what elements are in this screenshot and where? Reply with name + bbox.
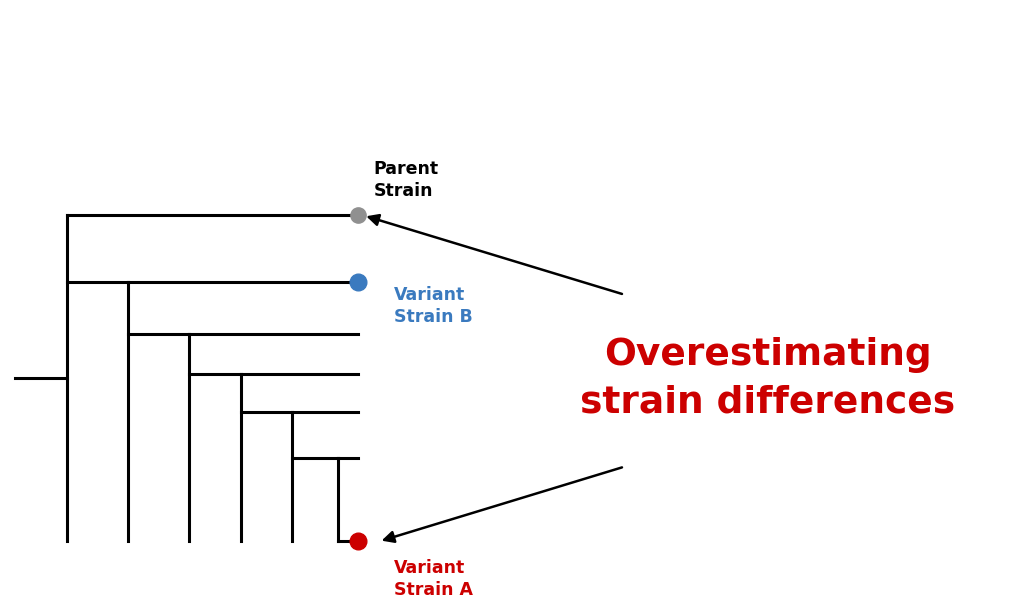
Text: Constructing Phylogenetic Trees: Constructing Phylogenetic Trees [104,26,920,70]
Text: Overestimating
strain differences: Overestimating strain differences [581,337,955,420]
Text: Variant
Strain A: Variant Strain A [394,559,473,599]
Text: Variant
Strain B: Variant Strain B [394,286,473,326]
Text: Parent
Strain: Parent Strain [374,160,439,200]
Text: Using Only SNPs...: Using Only SNPs... [280,102,744,145]
